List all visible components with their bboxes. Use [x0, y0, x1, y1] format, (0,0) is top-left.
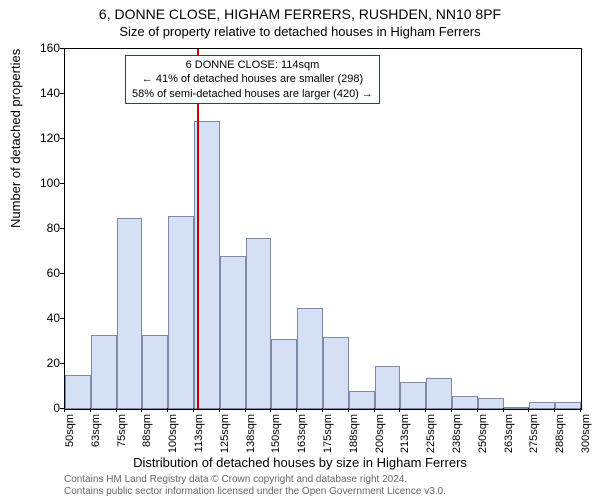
y-tick-label: 40: [26, 311, 60, 325]
property-size-histogram: 6, DONNE CLOSE, HIGHAM FERRERS, RUSHDEN,…: [0, 0, 600, 500]
y-tick-label: 120: [26, 131, 60, 145]
histogram-bar: [555, 402, 581, 409]
histogram-bar: [168, 216, 194, 410]
x-axis-label: Distribution of detached houses by size …: [0, 455, 600, 470]
histogram-bar: [297, 308, 323, 409]
callout-line: 6 DONNE CLOSE: 114sqm: [132, 58, 373, 72]
histogram-bar: [220, 256, 246, 409]
histogram-bar: [246, 238, 272, 409]
y-tick-label: 60: [26, 266, 60, 280]
histogram-bar: [271, 339, 297, 409]
histogram-bar: [142, 335, 168, 409]
histogram-bar: [529, 402, 555, 409]
histogram-bar: [117, 218, 143, 409]
y-tick-label: 20: [26, 356, 60, 370]
y-tick-label: 160: [26, 41, 60, 55]
histogram-bar: [452, 396, 478, 410]
histogram-bar: [400, 382, 426, 409]
property-callout: 6 DONNE CLOSE: 114sqm← 41% of detached h…: [125, 55, 380, 104]
footer-line-2: Contains public sector information licen…: [64, 486, 446, 498]
plot-area: 6 DONNE CLOSE: 114sqm← 41% of detached h…: [64, 48, 582, 410]
histogram-bar: [349, 391, 375, 409]
y-tick-label: 0: [26, 401, 60, 415]
chart-subtitle: Size of property relative to detached ho…: [0, 24, 600, 39]
callout-line: ← 41% of detached houses are smaller (29…: [132, 72, 373, 86]
footer-attribution: Contains HM Land Registry data © Crown c…: [64, 474, 446, 498]
callout-line: 58% of semi-detached houses are larger (…: [132, 87, 373, 101]
histogram-bar: [323, 337, 349, 409]
histogram-bar: [426, 378, 452, 410]
y-tick-label: 140: [26, 86, 60, 100]
y-tick-label: 100: [26, 176, 60, 190]
histogram-bar: [65, 375, 91, 409]
footer-line-1: Contains HM Land Registry data © Crown c…: [64, 474, 446, 486]
y-axis-label: Number of detached properties: [8, 49, 23, 228]
histogram-bar: [91, 335, 117, 409]
histogram-bar: [504, 407, 530, 409]
y-tick-label: 80: [26, 221, 60, 235]
histogram-bar: [478, 398, 504, 409]
histogram-bar: [375, 366, 401, 409]
chart-title: 6, DONNE CLOSE, HIGHAM FERRERS, RUSHDEN,…: [0, 6, 600, 22]
